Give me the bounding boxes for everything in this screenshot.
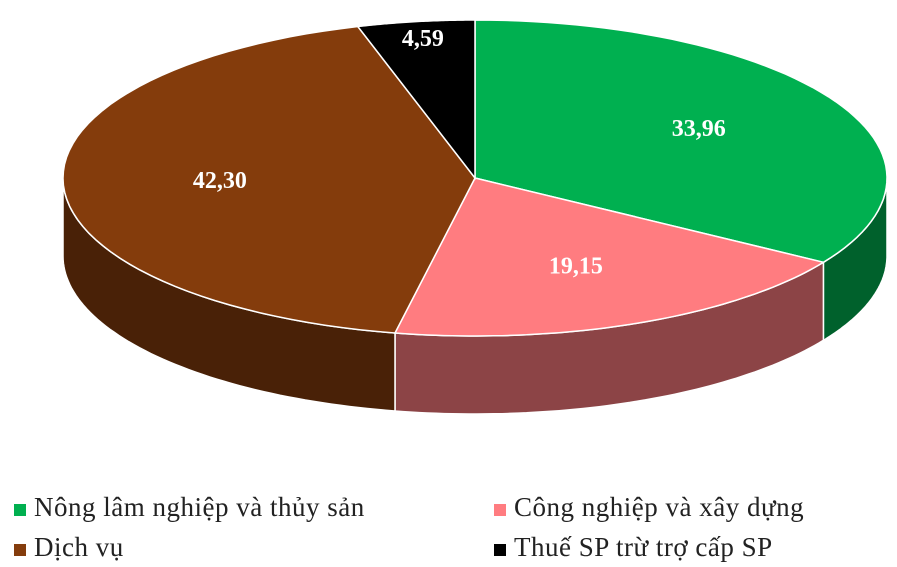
data-label: 4,59	[402, 26, 444, 52]
legend-swatch	[494, 544, 506, 556]
slice	[393, 177, 826, 337]
slice	[356, 19, 476, 181]
legend-label: Dịch vụ	[34, 532, 124, 562]
data-label: 33,96	[672, 116, 726, 142]
legend-label: Nông lâm nghiệp và thủy sản	[34, 492, 365, 522]
legend-swatch	[14, 504, 26, 516]
legend-swatch	[494, 504, 506, 516]
data-label: 19,15	[549, 253, 603, 279]
legend-swatch	[14, 544, 26, 556]
legend-label: Thuế SP trừ trợ cấp SP	[514, 532, 773, 562]
slice	[62, 25, 476, 334]
data-label: 42,30	[193, 168, 247, 194]
legend-label: Công nghiệp và xây dựng	[514, 492, 804, 522]
slice	[474, 19, 888, 264]
